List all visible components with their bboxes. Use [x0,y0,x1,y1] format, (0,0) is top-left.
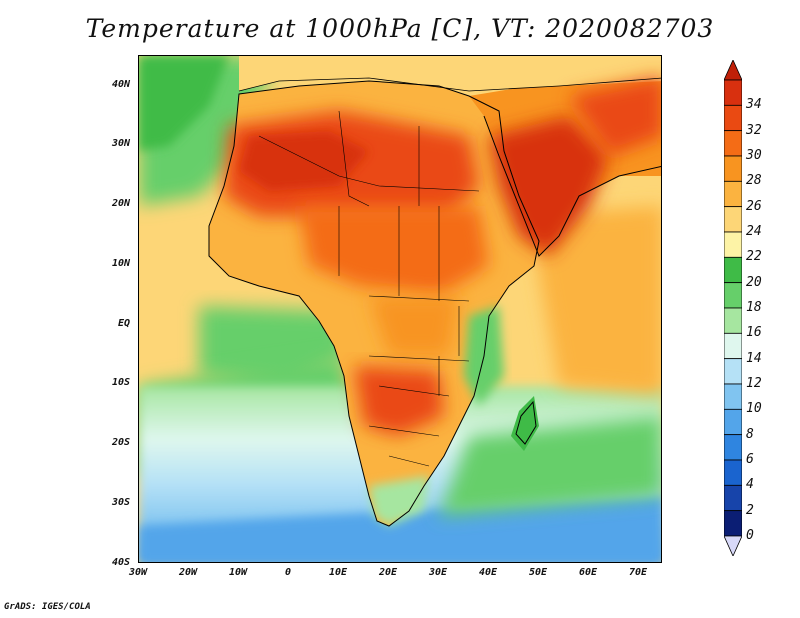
colorbar-box [724,434,742,461]
angola-zambia-hot [354,366,444,436]
lon-label-10w: 10W [228,567,248,578]
arabia-hottest [489,116,609,256]
iran-hot [569,76,661,156]
central-africa [369,296,459,356]
colorbar-label: 22 [746,249,762,265]
colorbar-label: 32 [746,122,762,138]
colorbar-label: 30 [746,148,762,163]
sahel-warm [299,206,489,296]
colorbar-label: 2 [746,502,754,518]
colorbar-box [724,408,742,436]
colorbar-box [724,510,742,537]
indian-ocean-warm [529,206,661,396]
colorbar-box [724,282,742,309]
colorbar-label: 18 [746,300,762,315]
colorbar-label: 26 [746,198,762,214]
colorbar-label: 28 [746,173,762,189]
colorbar-box [724,383,742,410]
colorbar-label: 24 [746,224,762,239]
southern-ocean-deep [139,496,661,562]
north-atlantic-cooler [139,56,229,151]
colorbar-box [724,155,742,182]
lon-label-50e: 50E [528,567,548,578]
lon-label-40e: 40E [478,567,498,578]
arabia-coastline [483,115,661,257]
colorbar-label: 14 [746,350,762,366]
lat-label-20s: 20S [111,437,130,448]
colorbar-box [724,484,742,512]
africa-coastline [208,80,540,527]
temperature-map [138,55,662,563]
country-borders [258,110,480,467]
map-title: Temperature at 1000hPa [C], VT: 20200827… [85,14,715,43]
colorbar-box [724,206,742,233]
colorbar-label: 20 [746,274,762,290]
lon-label-30w: 30W [128,567,148,578]
madagascar-outline [515,400,537,445]
sahara-hottest [239,131,369,191]
lat-label-40n: 40N [111,79,130,90]
mediterranean-coast [238,77,661,92]
madagascar [511,396,539,451]
indian-ocean-green [439,416,661,516]
colorbar-box [724,459,742,486]
colorbar-label: 0 [746,528,754,543]
lon-label-0: 0 [284,567,292,578]
colorbar-box [724,231,742,258]
grads-credit: GrADS: IGES/COLA [4,602,91,612]
south-africa-cool [369,476,429,526]
lon-label-10e: 10E [328,567,348,578]
map-canvas [139,56,661,562]
colorbar-bottom-arrow [724,535,742,556]
colorbar-label: 10 [746,401,762,417]
colorbar-box [724,332,742,360]
colorbar-box [724,104,742,132]
colorbar-box [724,256,742,284]
colorbar-box [724,307,742,334]
colorbar-label: 8 [746,426,754,442]
colorbar-box [724,180,742,208]
lon-label-20e: 20E [378,567,398,578]
lat-label-10n: 10N [111,258,130,269]
colorbar-box [724,79,742,106]
lat-label-10s: 10S [111,377,130,388]
colorbar-label: 12 [746,376,762,391]
colorbar-label: 34 [746,97,762,113]
europe-land [239,56,661,91]
lon-label-70e: 70E [628,567,648,578]
lon-label-30e: 30E [428,567,448,578]
lon-label-60e: 60E [578,567,598,578]
colorbar-label: 6 [746,452,754,467]
colorbar-label: 16 [746,325,762,341]
lon-label-20w: 20W [178,567,198,578]
colorbar [724,60,742,556]
lat-label-40s: 40S [111,557,130,568]
lat-label-20n: 20N [111,198,130,209]
colorbar-box [724,358,742,385]
colorbar-top-arrow [724,60,742,81]
lat-label-eq: EQ [117,318,130,329]
colorbar-label: 4 [746,477,754,493]
lat-label-30n: 30N [111,138,130,149]
colorbar-box [724,130,742,157]
lat-label-30s: 30S [111,497,130,508]
